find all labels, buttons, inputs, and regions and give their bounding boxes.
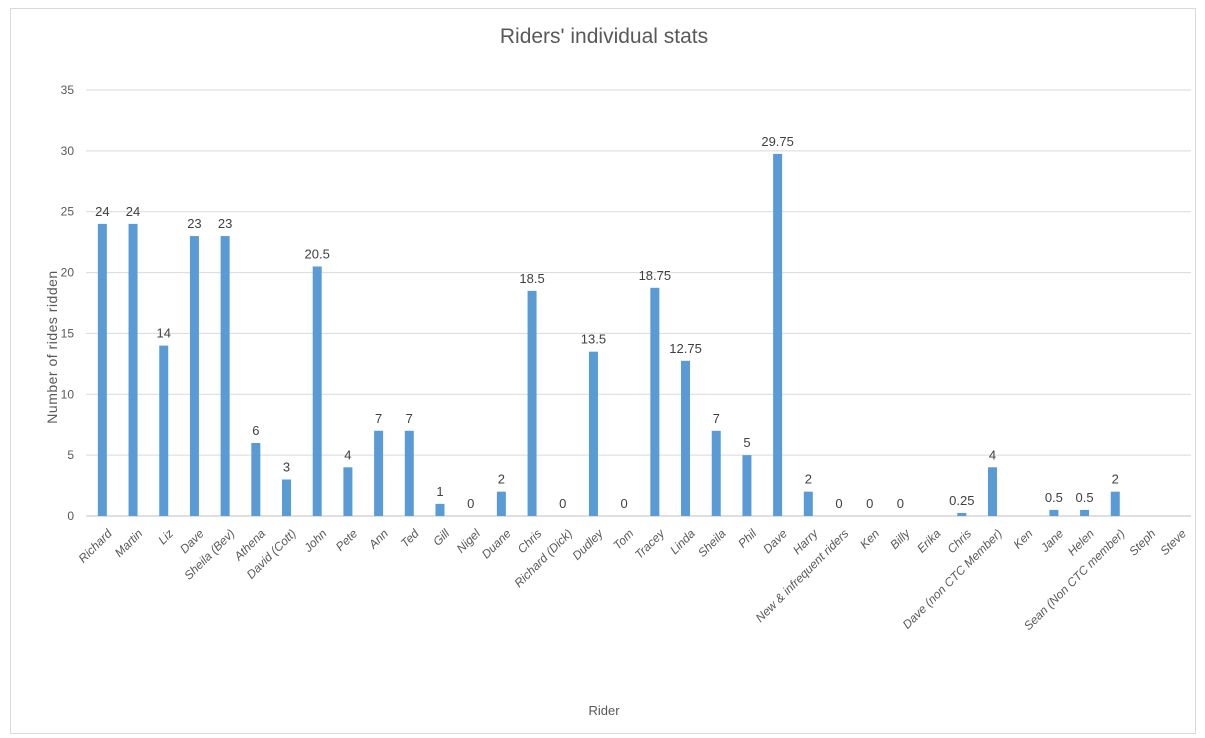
x-tick-label: Jane	[1037, 526, 1066, 555]
data-label: 24	[126, 204, 140, 219]
bar	[220, 236, 230, 517]
x-tick-label: Gill	[430, 526, 452, 548]
y-tick-label: 30	[61, 144, 75, 158]
data-label: 29.75	[761, 134, 794, 149]
data-label: 24	[95, 204, 109, 219]
bar	[957, 512, 967, 516]
bar	[312, 266, 322, 516]
bar	[374, 430, 384, 516]
bar	[588, 351, 598, 516]
data-label: 13.5	[581, 332, 606, 347]
data-label: 0.25	[949, 493, 974, 508]
bar	[650, 287, 660, 516]
bar	[189, 236, 199, 517]
data-label: 0.5	[1076, 490, 1094, 505]
y-tick-label: 25	[61, 205, 75, 219]
x-tick-label: Duane	[479, 526, 514, 561]
x-tick-label: Martin	[112, 526, 146, 560]
x-tick-label: Sheila	[695, 526, 729, 560]
bar	[773, 153, 783, 516]
x-tick-label: Phil	[735, 526, 759, 550]
x-tick-label: Ken	[1011, 526, 1036, 551]
data-label: 0.5	[1045, 490, 1063, 505]
data-label: 18.5	[519, 271, 544, 286]
x-tick-label: Steve	[1157, 526, 1189, 558]
x-tick-label: Dave	[760, 526, 790, 556]
x-tick-label: Dudley	[569, 526, 606, 563]
y-tick-label: 10	[61, 387, 75, 401]
y-tick-label: 35	[61, 83, 75, 97]
data-label: 20.5	[305, 246, 330, 261]
bar	[496, 491, 506, 516]
bar	[97, 223, 107, 516]
chart-plot: 0510152025303524Richard24Martin14Liz23Da…	[61, 83, 1191, 633]
chart-title: Riders' individual stats	[499, 25, 709, 48]
data-label: 4	[344, 447, 351, 462]
data-label: 0	[559, 496, 566, 511]
data-label: 23	[218, 216, 232, 231]
x-tick-label: Ted	[398, 526, 422, 550]
x-tick-label: Liz	[155, 526, 176, 547]
data-label: 23	[187, 216, 201, 231]
x-axis-label: Rider	[588, 703, 620, 718]
x-tick-label: Tracey	[632, 526, 668, 562]
x-tick-label: Pete	[333, 526, 361, 554]
bar	[343, 467, 353, 516]
bar	[159, 345, 169, 516]
x-tick-label: Ken	[857, 526, 882, 551]
data-label: 14	[157, 326, 171, 341]
bar	[527, 290, 537, 516]
bar	[1080, 509, 1090, 516]
data-label: 2	[1112, 472, 1119, 487]
bar	[282, 479, 292, 516]
data-label: 1	[436, 484, 443, 499]
data-label: 5	[743, 435, 750, 450]
y-tick-label: 20	[61, 266, 75, 280]
data-label: 4	[989, 447, 996, 462]
data-label: 18.75	[639, 268, 672, 283]
data-label: 3	[283, 459, 290, 474]
bar	[987, 467, 997, 516]
bar	[681, 360, 691, 516]
bar	[435, 503, 445, 516]
bar	[803, 491, 813, 516]
bar	[128, 223, 138, 516]
bar	[1110, 491, 1120, 516]
data-label: 12.75	[669, 341, 702, 356]
x-tick-label: Erika	[914, 526, 943, 555]
x-tick-label: Ann	[365, 526, 391, 552]
data-label: 2	[805, 472, 812, 487]
x-tick-label: Tom	[610, 526, 636, 552]
y-tick-label: 0	[67, 509, 74, 523]
x-tick-label: Linda	[667, 526, 698, 557]
data-label: 6	[252, 423, 259, 438]
data-label: 7	[713, 411, 720, 426]
chart-frame: Riders' individual stats Number of rides…	[10, 8, 1196, 734]
x-tick-label: Billy	[887, 526, 913, 552]
x-tick-label: John	[301, 526, 330, 555]
data-label: 0	[897, 496, 904, 511]
x-tick-label: Steph	[1126, 526, 1158, 558]
data-label: 0	[467, 496, 474, 511]
data-label: 0	[835, 496, 842, 511]
bar	[742, 455, 752, 516]
data-label: 2	[498, 472, 505, 487]
y-tick-label: 15	[61, 326, 75, 340]
bar	[404, 430, 414, 516]
data-label: 7	[375, 411, 382, 426]
x-tick-label: Richard	[76, 526, 115, 565]
bar	[1049, 509, 1059, 516]
data-label: 7	[406, 411, 413, 426]
data-label: 0	[866, 496, 873, 511]
y-tick-label: 5	[67, 448, 74, 462]
bar	[711, 430, 721, 516]
bar	[251, 442, 261, 516]
data-label: 0	[621, 496, 628, 511]
